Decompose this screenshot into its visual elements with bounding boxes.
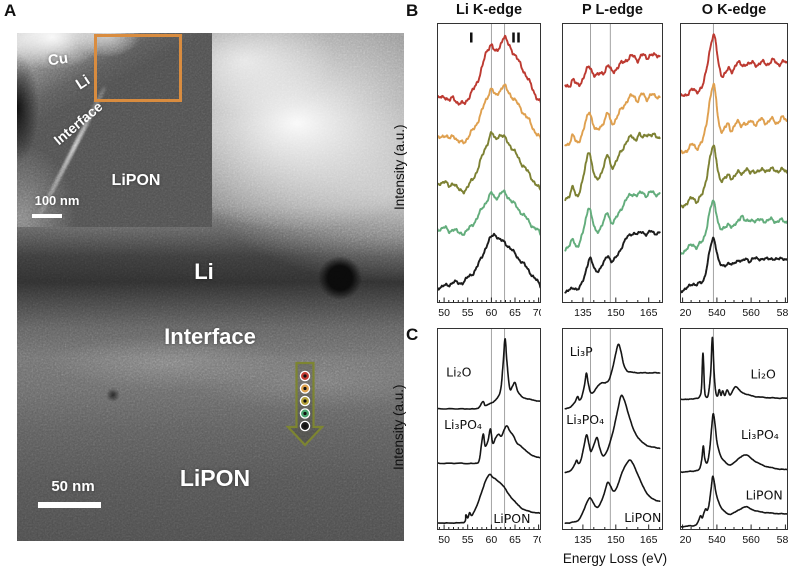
panel-a-label: A bbox=[4, 1, 17, 20]
svg-text:Li₃PO₄: Li₃PO₄ bbox=[444, 417, 482, 432]
panel-b-label: B bbox=[406, 1, 419, 20]
svg-text:165: 165 bbox=[640, 307, 658, 319]
plot-b_o: 520 540 560 580 bbox=[680, 23, 788, 319]
plot-c_o: 520 540 560 580 Li₂O Li₃PO₄ LiPON bbox=[680, 328, 788, 546]
svg-text:520: 520 bbox=[680, 307, 692, 319]
scalebar-label-main: 50 nm bbox=[51, 478, 95, 495]
svg-text:135: 135 bbox=[574, 307, 592, 319]
roi-rectangle bbox=[94, 34, 182, 102]
plot-title-li-k-edge: Li K-edge bbox=[455, 2, 523, 18]
probe-point-dots bbox=[299, 370, 311, 432]
inset-label-lipon: LiPON bbox=[111, 172, 161, 189]
svg-text:LiPON: LiPON bbox=[493, 511, 530, 526]
svg-text:Li₃P: Li₃P bbox=[570, 344, 593, 359]
svg-text:Li₂O: Li₂O bbox=[446, 364, 471, 379]
tem-label-li: Li bbox=[194, 259, 214, 284]
svg-text:70: 70 bbox=[533, 534, 541, 546]
svg-text:165: 165 bbox=[640, 534, 658, 546]
svg-text:60: 60 bbox=[486, 534, 498, 546]
svg-text:540: 540 bbox=[708, 307, 726, 319]
tem-label-lipon: LiPON bbox=[179, 465, 251, 491]
plot-c_p: 135 150 165 Li₃P Li₃PO₄ LiPON bbox=[562, 328, 663, 546]
tem-inset: Cu Li Interface LiPON 100 nm bbox=[17, 33, 212, 227]
svg-text:LiPON: LiPON bbox=[746, 488, 783, 503]
tem-label-interface: Interface bbox=[164, 324, 256, 349]
svg-text:55: 55 bbox=[462, 534, 474, 546]
svg-text:50: 50 bbox=[438, 307, 450, 319]
svg-text:65: 65 bbox=[509, 534, 521, 546]
svg-text:580: 580 bbox=[777, 534, 788, 546]
svg-text:Li₃PO₄: Li₃PO₄ bbox=[566, 412, 604, 427]
svg-text:Li₃PO₄: Li₃PO₄ bbox=[741, 427, 779, 442]
y-axis-label-c: Intensity (a.u.) bbox=[391, 384, 406, 470]
plot-title-o-k-edge: O K-edge bbox=[701, 2, 767, 18]
svg-text:150: 150 bbox=[607, 534, 625, 546]
svg-text:520: 520 bbox=[680, 534, 692, 546]
plot-c_li: 50 55 60 65 70 Li₂O Li₃PO₄ LiPON bbox=[437, 328, 541, 546]
svg-text:135: 135 bbox=[574, 534, 592, 546]
line-scan-arrow bbox=[285, 361, 325, 447]
svg-text:LiPON: LiPON bbox=[624, 510, 661, 525]
y-axis-label-b: Intensity (a.u.) bbox=[392, 124, 407, 210]
plot-title-p-l-edge: P L-edge bbox=[582, 2, 643, 18]
panel-c-label: C bbox=[406, 325, 419, 344]
svg-text:580: 580 bbox=[777, 307, 788, 319]
scalebar-label-inset: 100 nm bbox=[34, 193, 80, 208]
svg-text:70: 70 bbox=[533, 307, 541, 319]
svg-text:Li₂O: Li₂O bbox=[751, 367, 776, 382]
inset-label-cu: Cu bbox=[46, 49, 70, 70]
svg-text:65: 65 bbox=[509, 307, 521, 319]
svg-text:50: 50 bbox=[438, 534, 450, 546]
inset-label-li: Li bbox=[72, 71, 94, 94]
svg-text:55: 55 bbox=[462, 307, 474, 319]
plot-b_li: 5055606570III bbox=[437, 23, 541, 319]
svg-text:II: II bbox=[511, 30, 521, 46]
svg-text:540: 540 bbox=[708, 534, 726, 546]
svg-text:I: I bbox=[469, 30, 474, 46]
plot-b_p: 135 150 165 bbox=[562, 23, 663, 319]
scalebar-main bbox=[38, 502, 101, 508]
svg-text:560: 560 bbox=[742, 307, 760, 319]
svg-text:560: 560 bbox=[742, 534, 760, 546]
scalebar-inset bbox=[32, 214, 62, 218]
x-axis-label: Energy Loss (eV) bbox=[562, 551, 668, 566]
svg-text:150: 150 bbox=[607, 307, 625, 319]
svg-text:60: 60 bbox=[486, 307, 498, 319]
